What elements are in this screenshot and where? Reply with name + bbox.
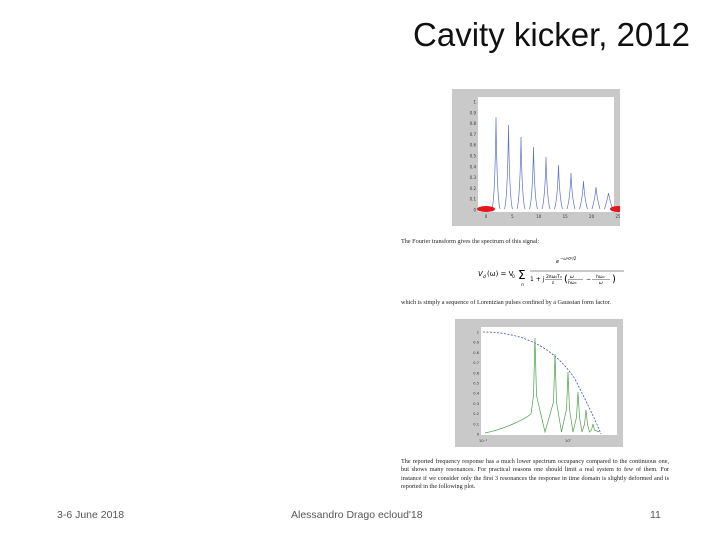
spectrum-peak	[491, 116, 501, 210]
resonance-envelope	[482, 331, 602, 435]
spectrum-y-tick: 1	[473, 100, 476, 105]
svg-text:−ω²σ²/2: −ω²σ²/2	[560, 256, 577, 261]
spectrum-peak	[554, 164, 563, 210]
paper-intro-text: The Fourier transform gives the spectrum…	[401, 238, 540, 245]
svg-text:n: n	[521, 283, 524, 288]
spectrum-x-ticks: 0 5 10 15 20 25	[485, 214, 621, 219]
spectrum-y-tick: 0.8	[470, 121, 477, 126]
svg-text:(: (	[564, 274, 568, 285]
spectrum-peak	[591, 186, 601, 210]
svg-text:ω: ω	[570, 275, 574, 280]
svg-text:hω₀: hω₀	[596, 274, 605, 280]
spectrum-y-tick: 0.1	[470, 197, 477, 202]
footer-date: 3-6 June 2018	[57, 509, 125, 521]
svg-text:hω₀: hω₀	[568, 280, 577, 286]
spectrum-y-tick: 0	[473, 208, 476, 213]
spectrum-x-tick: 20	[589, 214, 595, 219]
spectrum-y-tick: 0.4	[470, 164, 477, 169]
spectrum-peak	[529, 146, 538, 210]
resonance-y-tick: 0.9	[473, 341, 479, 345]
spectrum-peak	[541, 156, 551, 210]
resonance-y-ticks: 1 0.9 0.8 0.7 0.6 0.5 0.4 0.3 0.2 0.1 0	[473, 331, 479, 437]
svg-text:ε: ε	[552, 281, 555, 286]
resonance-x-ticks: 10⁻¹ 10⁰	[479, 438, 572, 443]
resonance-y-tick: 0.8	[473, 351, 479, 355]
spectrum-figure: 1 0.9 0.8 0.7 0.6 0.5 0.4 0.3 0.2 0.1 0 0 5 10 15 20 25	[452, 89, 626, 226]
paper-closing-text: The reported frequency response has a mu…	[401, 458, 669, 490]
resonance-x-tick: 10⁻¹	[479, 438, 488, 443]
svg-text:Σ: Σ	[518, 268, 526, 282]
resonance-figure: 1 0.9 0.8 0.7 0.6 0.5 0.4 0.3 0.2 0.1 0 10⁻¹ 10⁰	[455, 319, 623, 447]
spectrum-peak	[504, 124, 513, 210]
slide-title: Cavity kicker, 2012	[413, 16, 690, 53]
resonance-y-tick: 0.5	[473, 382, 479, 386]
svg-text:1 + j: 1 + j	[530, 276, 545, 283]
spectrum-peak	[566, 172, 576, 210]
footer-author: Alessandro Drago ecloud'18	[291, 509, 423, 521]
spectrum-x-tick: 0	[485, 214, 488, 219]
footer-page-number: 11	[650, 509, 661, 521]
resonance-y-tick: 0	[477, 433, 480, 437]
svg-text:(ω) = V: (ω) = V	[487, 270, 514, 278]
spectrum-y-tick: 0.7	[470, 132, 477, 137]
spectrum-y-tick: 0.2	[470, 186, 477, 191]
resonance-y-tick: 1	[477, 331, 479, 335]
spectrum-peak	[604, 192, 613, 210]
spectrum-y-ticks: 1 0.9 0.8 0.7 0.6 0.5 0.4 0.3 0.2 0.1 0	[470, 100, 477, 213]
fourier-equation: V d (ω) = V 0 Σ n e −ω²σ²/2 1 + j 2πω₀T₀…	[478, 256, 624, 288]
spectrum-marker-left	[477, 206, 495, 212]
svg-text:2πω₀T₀: 2πω₀T₀	[546, 274, 562, 280]
svg-text:): )	[612, 274, 616, 285]
spectrum-y-tick: 0.5	[470, 154, 477, 159]
resonance-y-tick: 0.1	[473, 422, 479, 426]
spectrum-x-tick: 15	[563, 214, 569, 219]
svg-text:e: e	[556, 259, 559, 265]
resonance-y-tick: 0.4	[473, 392, 479, 396]
spectrum-x-tick: 10	[536, 214, 542, 219]
spectrum-peaks	[491, 116, 613, 210]
resonance-y-tick: 0.6	[473, 371, 479, 375]
svg-text:0: 0	[512, 274, 515, 280]
resonance-x-tick: 10⁰	[565, 438, 572, 443]
spectrum-y-tick: 0.3	[470, 175, 477, 180]
paper-middle-text: which is simply a sequence of Lorentzian…	[401, 299, 611, 306]
resonance-y-tick: 0.3	[473, 402, 479, 406]
resonance-peaks	[484, 337, 600, 434]
spectrum-y-tick: 0.9	[470, 110, 477, 115]
svg-text:d: d	[483, 274, 486, 280]
svg-text:ω: ω	[599, 281, 603, 286]
spectrum-x-tick: 25	[615, 214, 620, 219]
spectrum-peak	[579, 180, 588, 210]
resonance-y-tick: 0.7	[473, 361, 479, 365]
resonance-plot: 1 0.9 0.8 0.7 0.6 0.5 0.4 0.3 0.2 0.1 0 10⁻¹ 10⁰	[473, 327, 617, 443]
spectrum-y-tick: 0.6	[470, 143, 477, 148]
resonance-curve	[484, 337, 600, 434]
svg-text:−: −	[586, 276, 591, 283]
spectrum-peak	[516, 136, 526, 210]
svg-text:V: V	[478, 270, 484, 278]
resonance-y-tick: 0.2	[473, 412, 479, 416]
spectrum-x-tick: 5	[511, 214, 514, 219]
spectrum-plot: 1 0.9 0.8 0.7 0.6 0.5 0.4 0.3 0.2 0.1 0 0 5 10 15 20 25	[470, 97, 626, 219]
